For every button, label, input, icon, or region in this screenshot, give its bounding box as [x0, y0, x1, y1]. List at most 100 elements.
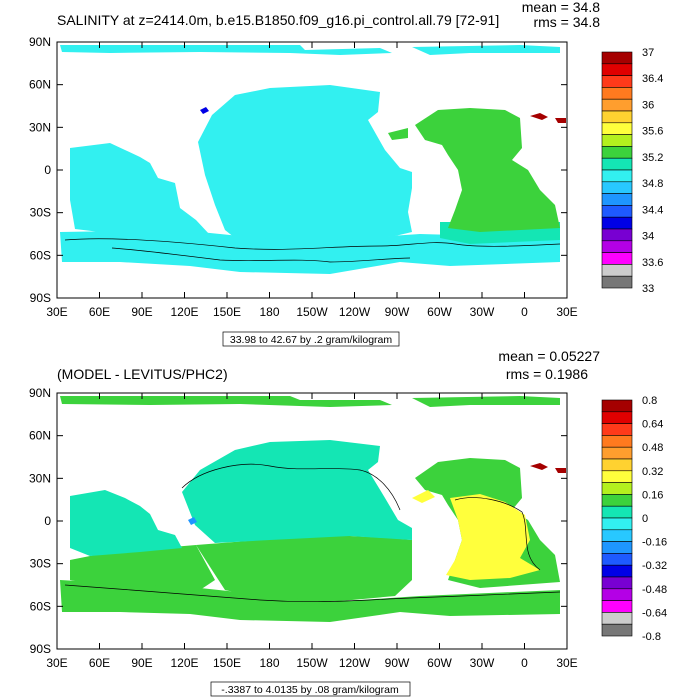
colorbar-swatch	[601, 423, 633, 436]
x-tick-label: 150W	[296, 656, 328, 670]
x-tick-label: 120W	[339, 656, 371, 670]
x-tick-label: 0	[521, 305, 528, 319]
colorbar-label: 0.8	[642, 395, 657, 407]
panel2-x-ticks: 30E 60E 90E 120E 150E 180 150W 120W 90W 60W 30W 0 30…	[46, 393, 578, 670]
panel1-info-box: 33.98 to 42.67 by .2 gram/kilogram	[222, 331, 400, 347]
x-tick-label: 60W	[427, 656, 452, 670]
x-tick-label: 180	[259, 305, 279, 319]
panel1-pacific-ocean	[198, 85, 412, 244]
x-tick-label: 60W	[427, 305, 452, 319]
panel2-indian-ocean	[70, 545, 215, 590]
colorbar-label: 0.48	[642, 442, 663, 454]
colorbar-label: 0.16	[642, 489, 663, 501]
panel2-map	[56, 392, 568, 650]
panel2-indian-north	[70, 490, 182, 556]
y-tick-label: 90N	[29, 386, 51, 400]
colorbar-label: 0.32	[642, 466, 663, 478]
colorbar-swatch	[601, 87, 633, 100]
colorbar-label: -0.8	[642, 631, 661, 643]
colorbar-swatch	[601, 564, 633, 578]
colorbar-swatch	[601, 122, 633, 135]
colorbar-swatch	[601, 110, 633, 124]
colorbar-swatch	[601, 494, 633, 507]
panel1-contour-info: 33.98 to 42.67 by .2 gram/kilogram	[230, 334, 393, 346]
panel1-mediterranean	[530, 113, 566, 123]
colorbar-swatch	[601, 541, 633, 554]
colorbar-swatch	[601, 252, 633, 265]
y-tick-label: 90S	[30, 642, 51, 656]
colorbar-swatch	[601, 446, 633, 460]
y-tick-label: 0	[44, 163, 51, 177]
y-tick-label: 60S	[30, 248, 51, 262]
colorbar-swatch	[601, 505, 633, 519]
x-tick-label: 90E	[131, 656, 152, 670]
colorbar-swatch	[601, 399, 633, 413]
colorbar-label: 34.4	[642, 204, 663, 216]
panel2-pacific-north	[182, 440, 412, 543]
colorbar-swatch	[601, 470, 633, 483]
colorbar-swatch	[601, 98, 633, 112]
x-tick-label: 30E	[46, 305, 67, 319]
x-tick-label: 60E	[89, 305, 110, 319]
colorbar-label: 36	[642, 99, 654, 111]
y-tick-label: 60S	[30, 599, 51, 613]
panel1-atlantic-ocean	[415, 108, 560, 232]
y-tick-label: 30S	[30, 557, 51, 571]
colorbar-swatch	[601, 193, 633, 206]
x-tick-label: 30E	[46, 656, 67, 670]
colorbar-swatch	[601, 482, 633, 495]
x-tick-label: 180	[259, 656, 279, 670]
panel1-contour-line-2	[111, 247, 411, 263]
panel1-contour-line-1	[64, 238, 561, 250]
x-tick-label: 30E	[556, 305, 577, 319]
panel2-colorbar: 0.8 0.64 0.48 0.32 0.16 0 -0.16 -0.32 -0.48 -0.64…	[601, 395, 667, 643]
panel2-dense-spot	[188, 517, 197, 525]
colorbar-swatch	[601, 411, 633, 424]
x-tick-label: 90W	[385, 656, 410, 670]
colorbar-swatch	[601, 529, 633, 542]
panel2-info-frame	[210, 681, 411, 697]
colorbar-swatch	[601, 435, 633, 448]
panel2-north-atlantic-yellow	[412, 490, 435, 503]
panel2-mediterranean	[530, 463, 566, 473]
colorbar-swatch	[601, 240, 633, 253]
y-tick-label: 30N	[29, 120, 51, 134]
panel2-info-box: -.3387 to 4.0135 by .08 gram/kilogram	[210, 681, 411, 697]
colorbar-label: 34.8	[642, 178, 663, 190]
panel2-arctic-ocean	[60, 396, 392, 407]
colorbar-label: 33	[642, 283, 654, 295]
x-tick-label: 150E	[213, 305, 241, 319]
colorbar-swatch	[601, 146, 633, 159]
y-tick-label: 60N	[29, 429, 51, 443]
colorbar-swatch	[601, 228, 633, 242]
panel1-y-ticks: 90N 60N 30N 0 30S 60S 90S	[29, 35, 567, 305]
colorbar-label: 35.2	[642, 152, 663, 164]
panel-difference: (MODEL - LEVITUS/PHC2) mean = 0.05227 rm…	[29, 348, 667, 697]
colorbar-label: 0.64	[642, 419, 663, 431]
x-tick-label: 120E	[170, 656, 198, 670]
panel2-southern-ocean	[60, 580, 560, 622]
colorbar-swatch	[601, 216, 633, 230]
panel1-x-ticks: 30E 60E 90E 120E 150E 180 150W 120W 90W 60W 30W 0 30…	[46, 42, 578, 319]
x-tick-label: 120W	[339, 305, 371, 319]
colorbar-label: -0.64	[642, 607, 667, 619]
panel1-colorbar: 37 36.4 36 35.6 35.2 34.8 34.4 34 33.6 33	[601, 47, 663, 295]
panel2-arctic-ocean-east	[412, 396, 560, 407]
panel1-labrador-patch	[388, 128, 408, 140]
y-tick-label: 90N	[29, 35, 51, 49]
colorbar-label: 35.6	[642, 126, 663, 138]
colorbar-swatch	[601, 63, 633, 76]
panel-salinity: SALINITY at z=2414.0m, b.e15.B1850.f09_g…	[29, 0, 663, 347]
colorbar-swatch	[601, 458, 633, 472]
colorbar-swatch	[601, 157, 633, 171]
y-tick-label: 90S	[30, 291, 51, 305]
colorbar-swatch	[601, 612, 633, 625]
panel1-southern-ocean	[60, 230, 560, 274]
panel2-contour-line-2	[454, 497, 541, 571]
panel1-map	[56, 41, 568, 299]
colorbar-label: 0	[642, 513, 648, 525]
y-tick-label: 0	[44, 514, 51, 528]
panel2-rms: rms = 0.1986	[506, 366, 588, 382]
colorbar-swatch	[601, 576, 633, 590]
panel2-title: (MODEL - LEVITUS/PHC2)	[57, 366, 228, 382]
